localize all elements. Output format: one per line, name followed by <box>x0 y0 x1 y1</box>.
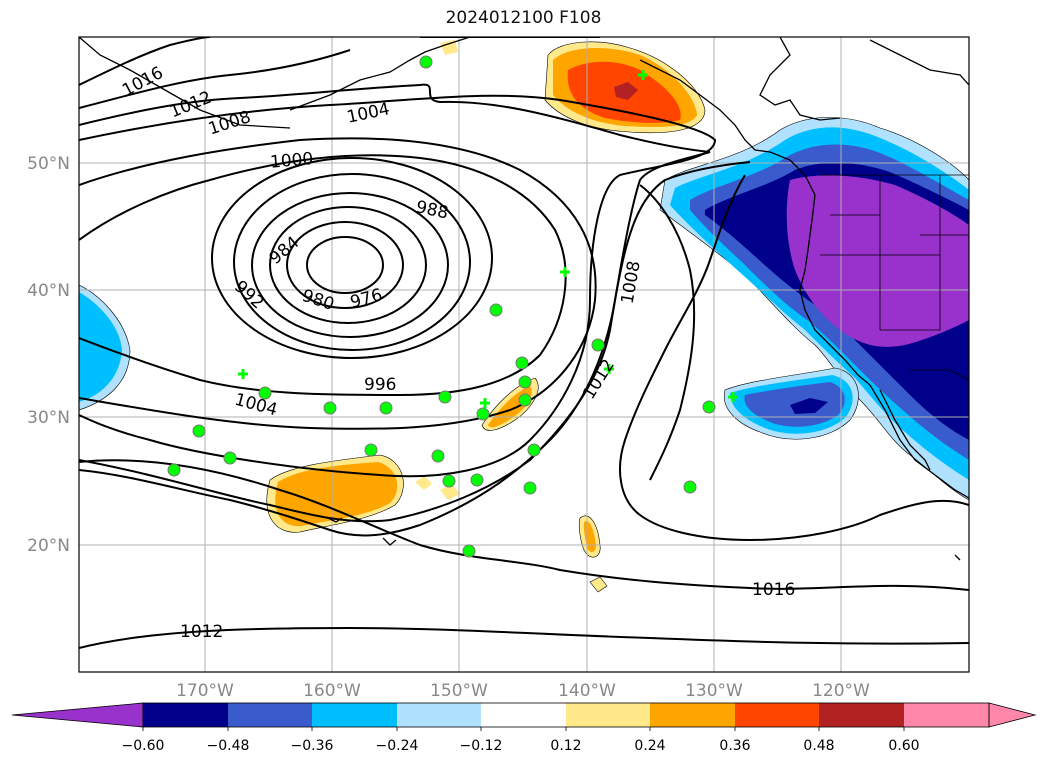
map-title: 2024012100 F108 <box>445 8 602 28</box>
observation-stations <box>167 55 738 558</box>
isobar-label: 1016 <box>752 580 795 600</box>
colorbar-tick: 0.60 <box>888 738 919 754</box>
colorbar-extend-low <box>11 702 144 728</box>
isobar-label: 1012 <box>180 622 223 642</box>
colorbar-tick: −0.48 <box>207 738 250 754</box>
lon-label: 150°W <box>430 681 488 701</box>
colorbar-bin <box>397 703 481 727</box>
longitude-labels: 170°W 160°W 150°W 140°W 130°W 120°W <box>176 681 870 701</box>
colorbar-tick: 0.36 <box>719 738 750 754</box>
anomaly-shading <box>79 40 969 593</box>
lat-label: 50°N <box>27 154 70 174</box>
map-panel: 1016 1012 1008 1004 1000 988 984 980 976… <box>79 37 969 672</box>
colorbar-extend-high <box>988 702 1037 728</box>
colorbar-tick: −0.24 <box>376 738 419 754</box>
colorbar-bin <box>143 703 228 727</box>
colorbar-tick: 0.48 <box>803 738 834 754</box>
colorbar-bin <box>904 703 989 727</box>
colorbar-bin <box>650 703 735 727</box>
colorbar-tick: 0.24 <box>634 738 665 754</box>
colorbar-bin <box>312 703 397 727</box>
colorbar: −0.60 −0.48 −0.36 −0.24 −0.12 0.12 0.24 … <box>11 702 1037 754</box>
coastlines <box>79 37 969 561</box>
colorbar-tick: −0.12 <box>460 738 503 754</box>
colorbar-bin <box>819 703 904 727</box>
colorbar-tick: 0.12 <box>550 738 581 754</box>
lon-label: 120°W <box>812 681 870 701</box>
lat-label: 20°N <box>27 536 70 556</box>
colorbar-bin <box>735 703 819 727</box>
isobar-label: 1000 <box>269 149 314 173</box>
political-borders <box>820 174 969 381</box>
latitude-labels: 50°N 40°N 30°N 20°N <box>27 154 70 556</box>
colorbar-bin <box>566 703 650 727</box>
lon-label: 170°W <box>176 681 234 701</box>
colorbar-bin <box>228 703 312 727</box>
lon-label: 160°W <box>303 681 361 701</box>
lat-label: 40°N <box>27 281 70 301</box>
colorbar-bin <box>481 703 566 727</box>
colorbar-tick: −0.36 <box>291 738 334 754</box>
map-frame <box>78 36 970 673</box>
lat-label: 30°N <box>27 408 70 428</box>
lon-label: 140°W <box>558 681 616 701</box>
colorbar-tick: −0.60 <box>122 738 165 754</box>
isobars <box>79 37 969 649</box>
graticule <box>79 37 969 672</box>
lon-label: 130°W <box>685 681 743 701</box>
isobar-label: 996 <box>364 375 396 395</box>
